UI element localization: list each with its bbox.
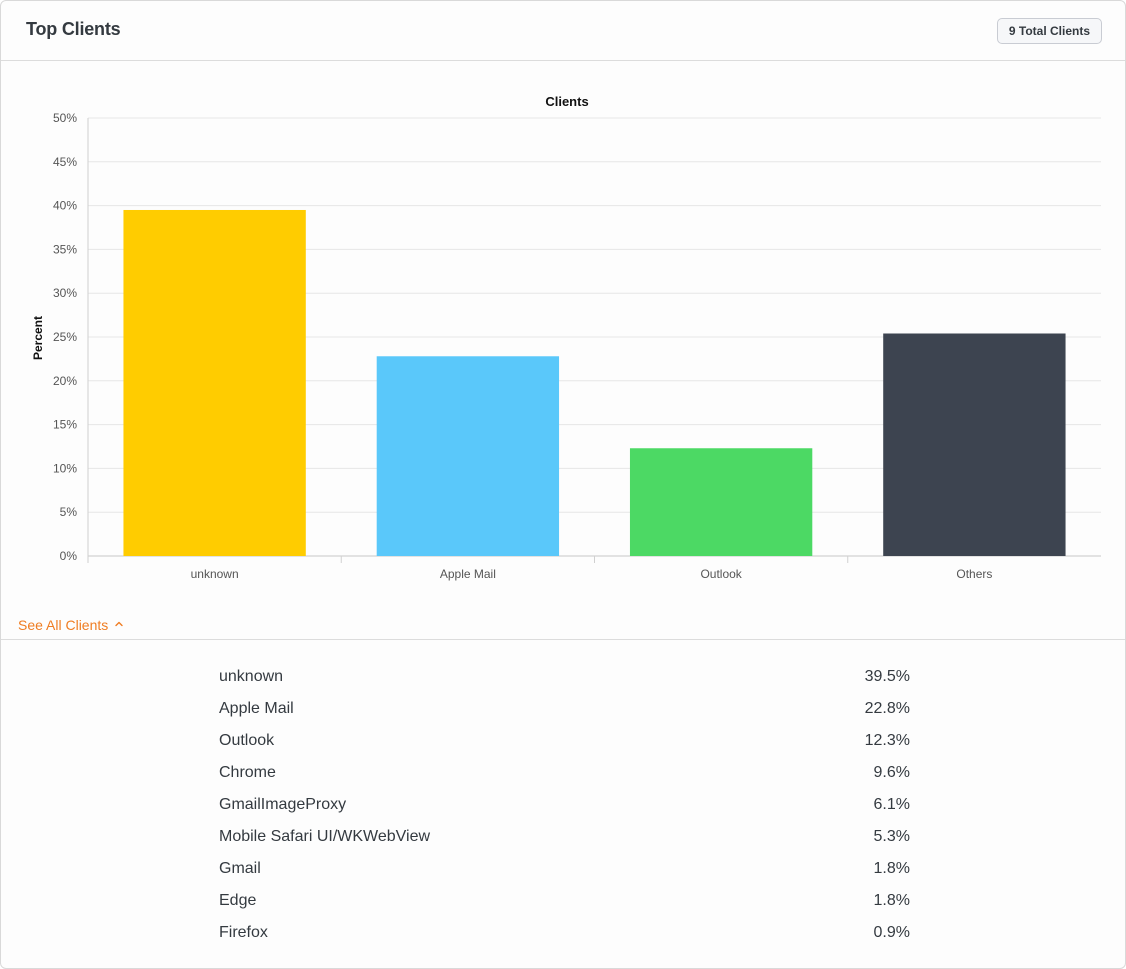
y-axis-label: Percent	[31, 316, 45, 360]
client-name: Apple Mail	[219, 700, 294, 717]
client-percent: 39.5%	[864, 668, 910, 685]
client-name: unknown	[219, 668, 284, 685]
y-tick-label: 5%	[60, 505, 78, 519]
y-tick-label: 10%	[53, 461, 77, 475]
chart-title: Clients	[545, 94, 588, 109]
y-tick-label: 20%	[53, 374, 77, 388]
client-percent: 9.6%	[873, 764, 910, 781]
client-percent: 1.8%	[873, 860, 910, 877]
client-row: unknown 39.5%	[219, 661, 910, 693]
bar-unknown	[123, 209, 306, 557]
client-name: Edge	[219, 892, 257, 909]
y-tick-label: 45%	[53, 155, 77, 169]
client-name: Firefox	[219, 924, 268, 941]
chevron-up-icon	[115, 621, 123, 627]
see-all-clients-label: See All Clients	[18, 617, 109, 633]
client-percent: 5.3%	[873, 828, 910, 845]
section-divider	[1, 639, 1125, 640]
client-row: Outlook 12.3%	[219, 725, 910, 757]
client-row: Apple Mail 22.8%	[219, 693, 910, 725]
client-row: Chrome 9.6%	[219, 757, 910, 789]
client-percent: 12.3%	[864, 732, 910, 749]
y-tick-label: 50%	[53, 111, 77, 125]
client-name: Mobile Safari UI/WKWebView	[219, 828, 431, 845]
client-percent: 1.8%	[873, 892, 910, 909]
y-tick-label: 40%	[53, 199, 77, 213]
card-title: Top Clients	[26, 19, 121, 39]
clients-chart: Clients Percent 0% 5% 10% 15% 20% 25% 30% 35% 40% 4…	[1, 61, 1125, 601]
client-name: Gmail	[219, 860, 261, 877]
x-tick-label: Apple Mail	[440, 567, 496, 581]
see-all-clients-toggle[interactable]: See All Clients	[18, 616, 124, 634]
client-row: GmailImageProxy 6.1%	[219, 789, 910, 821]
client-percent: 0.9%	[873, 924, 910, 941]
bar-apple-mail	[376, 356, 560, 556]
bar-others	[883, 333, 1066, 556]
clients-bar-chart: Clients Percent 0% 5% 10% 15% 20% 25% 30% 35% 40% 4…	[31, 94, 1101, 581]
client-percent: 22.8%	[864, 700, 910, 717]
x-tick-label: unknown	[191, 567, 239, 581]
client-percent: 6.1%	[873, 796, 910, 813]
total-clients-badge: 9 Total Clients	[996, 18, 1102, 44]
client-row: Gmail 1.8%	[219, 853, 910, 885]
client-row: Mobile Safari UI/WKWebView 5.3%	[219, 821, 910, 853]
client-row: Firefox 0.9%	[219, 917, 910, 949]
client-list: unknown 39.5% Apple Mail 22.8% Outlook 12.3% C…	[219, 661, 910, 949]
x-tick-label: Outlook	[700, 567, 742, 581]
bar-outlook	[629, 448, 813, 556]
card-header: Top Clients 9 Total Clients	[1, 1, 1125, 61]
x-tick-label: Others	[956, 567, 992, 581]
y-tick-label: 30%	[53, 286, 77, 300]
y-tick-label: 25%	[53, 330, 77, 344]
y-tick-label: 0%	[60, 549, 78, 563]
y-tick-label: 15%	[53, 418, 77, 432]
client-row: Edge 1.8%	[219, 885, 910, 917]
client-name: Chrome	[219, 764, 276, 781]
client-name: Outlook	[219, 732, 275, 749]
client-name: GmailImageProxy	[219, 796, 347, 813]
y-tick-label: 35%	[53, 242, 77, 256]
